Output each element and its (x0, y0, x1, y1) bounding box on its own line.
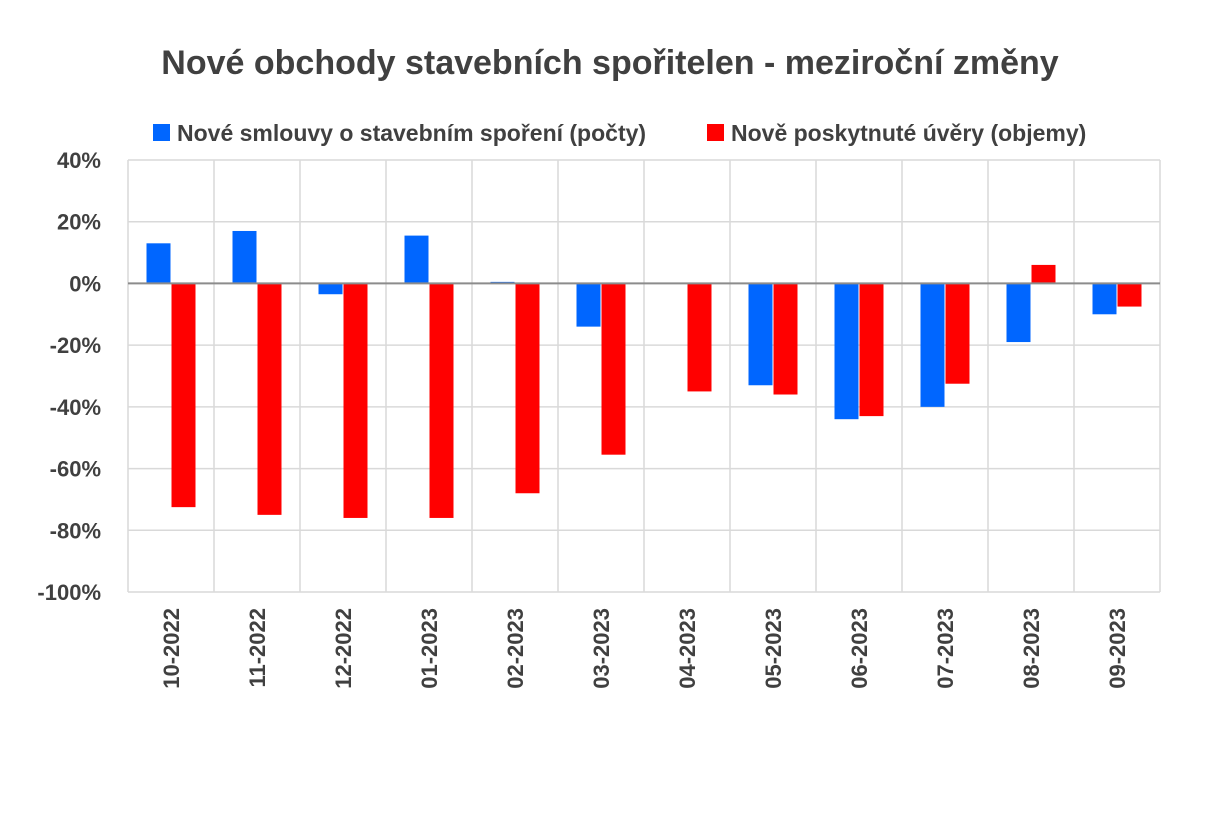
bar-series-1-05-2023 (748, 283, 773, 386)
bar-series-2-07-2023 (945, 283, 970, 384)
bar-series-1-07-2023 (920, 283, 945, 407)
bar-series-1-06-2023 (834, 283, 859, 420)
y-tick-label: 20% (57, 210, 101, 235)
bar-series-1-08-2023 (1006, 283, 1031, 343)
bar-series-1-10-2022 (146, 243, 171, 284)
bar-series-2-10-2022 (171, 283, 196, 508)
y-tick-label: -60% (50, 457, 101, 482)
bar-series-1-11-2022 (232, 230, 257, 284)
bar-series-1-01-2023 (404, 235, 429, 284)
bar-series-2-11-2022 (257, 283, 282, 515)
bar-series-1-09-2023 (1092, 283, 1117, 315)
x-tick-label: 12-2022 (331, 608, 356, 689)
bar-series-2-08-2023 (1031, 264, 1056, 284)
bar-series-2-03-2023 (601, 283, 626, 455)
legend-swatch-series-2 (707, 124, 724, 141)
x-tick-label: 02-2023 (503, 608, 528, 689)
x-tick-label: 05-2023 (761, 608, 786, 689)
x-tick-label: 06-2023 (847, 608, 872, 689)
y-tick-label: -100% (37, 580, 101, 605)
y-tick-label: -20% (50, 333, 101, 358)
legend: Nové smlouvy o stavebním spoření (počty)… (153, 120, 1086, 146)
x-tick-label: 08-2023 (1019, 608, 1044, 689)
bar-series-2-12-2022 (343, 283, 368, 518)
y-tick-label: -80% (50, 518, 101, 543)
bar-series-1-12-2022 (318, 283, 343, 295)
bar-series-2-02-2023 (515, 283, 540, 494)
bar-series-2-09-2023 (1117, 283, 1142, 307)
bar-series-2-01-2023 (429, 283, 454, 518)
bar-series-2-04-2023 (687, 283, 712, 392)
x-tick-label: 03-2023 (589, 608, 614, 689)
plot-area: 40% 20% 0% -20% -40% -60% -80% -100% 10-2022 11-2… (37, 148, 1161, 689)
x-tick-label: 07-2023 (933, 608, 958, 689)
x-tick-label: 04-2023 (675, 608, 700, 689)
x-tick-label: 11-2022 (245, 608, 270, 688)
x-tick-label: 01-2023 (417, 608, 442, 689)
legend-label-series-1: Nové smlouvy o stavebním spoření (počty) (177, 120, 646, 146)
y-tick-label: 0% (69, 271, 101, 296)
y-tick-label: -40% (50, 395, 101, 420)
legend-swatch-series-1 (153, 124, 170, 141)
y-tick-label: 40% (57, 148, 101, 173)
bar-series-1-03-2023 (576, 283, 601, 327)
bar-series-2-06-2023 (859, 283, 884, 417)
chart-title: Nové obchody stavebních spořitelen - mez… (161, 44, 1059, 82)
bar-series-2-05-2023 (773, 283, 798, 395)
x-tick-label: 10-2022 (159, 608, 184, 689)
x-tick-label: 09-2023 (1105, 608, 1130, 689)
legend-label-series-2: Nově poskytnuté úvěry (objemy) (731, 120, 1086, 146)
